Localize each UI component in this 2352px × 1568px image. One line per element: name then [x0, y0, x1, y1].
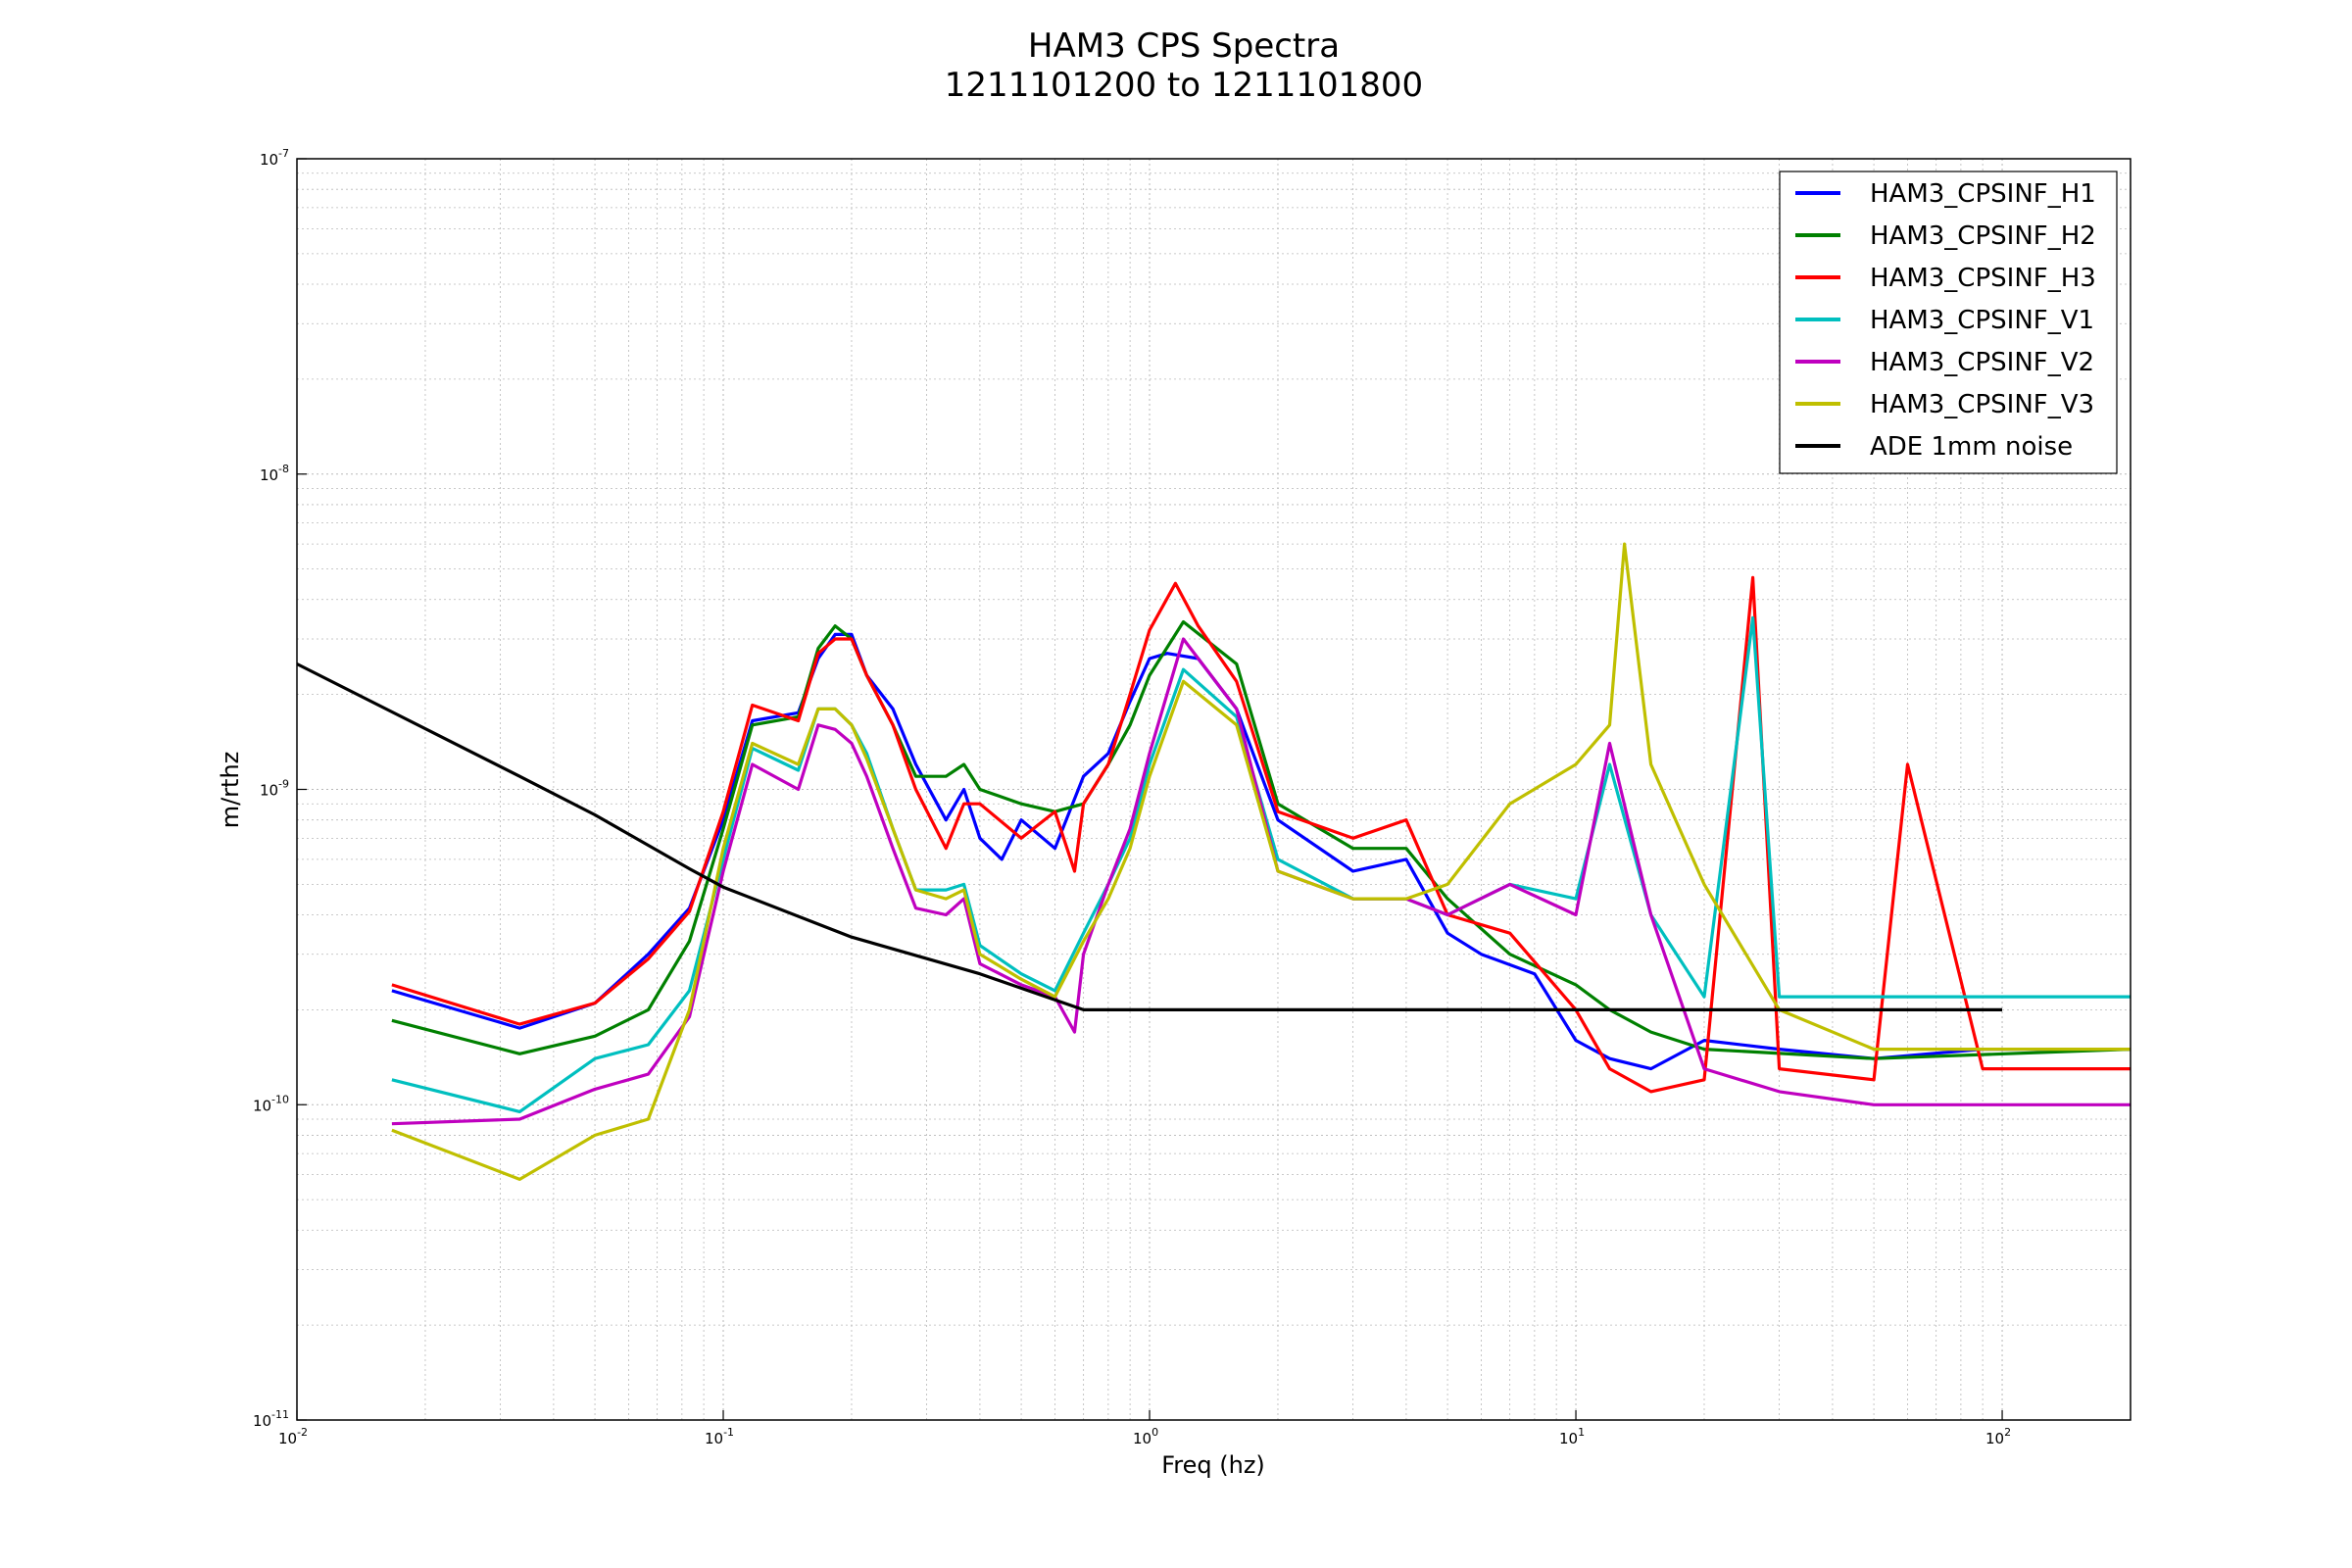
series-line-ham3-cpsinf-v3	[391, 542, 2131, 1182]
y-tick-label: 10-10	[253, 1093, 289, 1114]
x-axis: 10-2 10-1 100 101 102	[278, 1410, 2011, 1447]
y-tick-label: 10-11	[253, 1408, 289, 1430]
y-tick-label: 10-9	[260, 778, 289, 800]
chart-subtitle: 1211101200 to 1211101800	[945, 66, 1423, 105]
legend-box	[1779, 171, 2118, 474]
grid	[296, 159, 2132, 1421]
series-line-ham3-cpsinf-h3	[391, 575, 2131, 1094]
series-line-ade-1mm-noise	[297, 662, 2002, 1012]
plot-area	[297, 542, 2131, 1182]
y-tick-label: 10-8	[260, 463, 289, 484]
legend-label: HAM3_CPSINF_V1	[1870, 306, 2094, 335]
chart-title: HAM3 CPS Spectra	[1028, 26, 1340, 66]
x-tick-label: 102	[1985, 1426, 2011, 1447]
legend-label: ADE 1mm noise	[1870, 432, 2073, 462]
x-tick-label: 10-2	[278, 1426, 308, 1447]
legend-label: HAM3_CPSINF_H1	[1870, 179, 2096, 209]
x-tick-label: 101	[1559, 1426, 1585, 1447]
series-line-ham3-cpsinf-h2	[391, 619, 2131, 1060]
y-axis-label: m/rthz	[217, 752, 244, 829]
x-axis-label: Freq (hz)	[1161, 1451, 1265, 1479]
series-line-ham3-cpsinf-v1	[391, 615, 2131, 1114]
y-tick-label: 10-7	[260, 147, 289, 169]
x-tick-label: 100	[1133, 1426, 1158, 1447]
series-group	[297, 542, 2131, 1182]
legend: HAM3_CPSINF_H1 HAM3_CPSINF_H2 HAM3_CPSINF_…	[1779, 171, 2118, 474]
y-axis: 10-11 10-10 10-9 10-8 10-7	[253, 147, 307, 1430]
legend-label: HAM3_CPSINF_V3	[1870, 390, 2094, 419]
legend-label: HAM3_CPSINF_H2	[1870, 221, 2096, 251]
legend-label: HAM3_CPSINF_H3	[1870, 264, 2096, 293]
legend-label: HAM3_CPSINF_V2	[1870, 348, 2094, 377]
x-tick-label: 10-1	[705, 1426, 734, 1447]
series-line-ham3-cpsinf-v2	[391, 637, 2131, 1126]
